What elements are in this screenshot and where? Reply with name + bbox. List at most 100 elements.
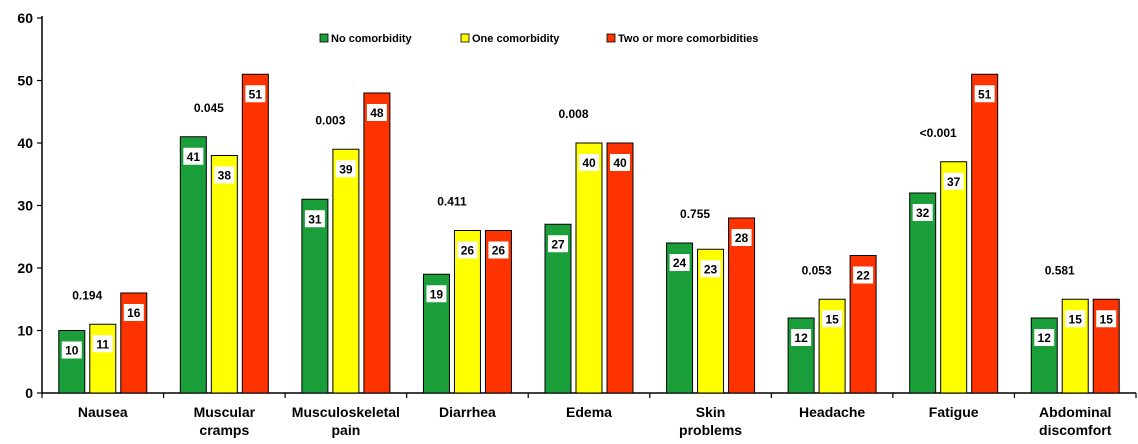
category-label: Nausea xyxy=(78,404,128,420)
legend: No comorbidity One comorbidity Two or more… xyxy=(319,33,758,45)
bar xyxy=(179,136,207,394)
category-label: Musculoskeletal xyxy=(292,404,400,420)
p-value-label: 0.045 xyxy=(194,101,224,115)
data-label-box xyxy=(366,104,387,121)
p-value-label: 0.194 xyxy=(72,288,102,302)
p-value-label: 0.053 xyxy=(802,263,832,277)
legend-swatch xyxy=(460,33,470,43)
y-tick-label: 40 xyxy=(17,135,33,151)
category-label: Headache xyxy=(799,404,865,420)
data-label: 40 xyxy=(582,156,596,170)
bar xyxy=(89,323,117,394)
data-label-box xyxy=(912,204,933,221)
data-label-box xyxy=(245,85,266,103)
p-value-label: 0.755 xyxy=(680,207,710,221)
data-label-box xyxy=(1065,310,1086,328)
p-value-label: 0.581 xyxy=(1045,263,1075,277)
data-label-box xyxy=(731,229,752,246)
data-label-box xyxy=(123,304,144,321)
data-label-box xyxy=(974,85,995,103)
data-label-box xyxy=(853,266,874,284)
y-tick-label: 10 xyxy=(17,323,33,339)
category-label: problems xyxy=(679,422,742,438)
data-label: 24 xyxy=(673,256,687,270)
data-label-box xyxy=(335,160,356,178)
data-label-box xyxy=(579,154,599,171)
category-label: Diarrhea xyxy=(439,404,496,420)
bar xyxy=(58,330,86,394)
data-label: 12 xyxy=(1038,331,1052,345)
data-label-box xyxy=(183,147,204,165)
data-label: 38 xyxy=(218,169,232,183)
y-tick-label: 50 xyxy=(17,73,33,89)
data-label: 26 xyxy=(492,244,506,258)
legend-label: Two or more comorbidities xyxy=(618,33,758,45)
y-tick-label: 0 xyxy=(25,385,33,401)
data-label: 15 xyxy=(1069,312,1083,326)
data-label: 28 xyxy=(735,231,749,245)
bar xyxy=(728,217,756,394)
data-label: 51 xyxy=(249,87,263,101)
legend-label: One comorbidity xyxy=(472,33,560,45)
bars: 10 11 16 0.194 41 38 51 0.045 31 39 48 0.003 19 26 26 0… xyxy=(58,73,1120,394)
data-label-box xyxy=(214,166,235,184)
data-label-box xyxy=(1034,329,1055,346)
data-label: 39 xyxy=(339,162,353,176)
data-label-box xyxy=(669,254,690,271)
data-label-box xyxy=(488,241,509,259)
data-label-box xyxy=(61,341,82,359)
data-label: 15 xyxy=(1100,312,1114,326)
data-label-box xyxy=(548,235,568,253)
bar xyxy=(544,223,572,394)
data-label-box xyxy=(304,210,325,228)
data-label-box xyxy=(457,241,478,259)
category-label: pain xyxy=(331,422,360,438)
y-tick-label: 30 xyxy=(17,198,33,214)
y-tick-label: 60 xyxy=(17,10,33,26)
data-label: 19 xyxy=(430,287,444,301)
data-label: 16 xyxy=(127,306,141,320)
data-label: 41 xyxy=(187,150,201,164)
bar xyxy=(241,73,269,394)
data-label: 48 xyxy=(370,106,384,120)
bar xyxy=(332,148,360,394)
data-label: 40 xyxy=(613,156,627,170)
p-value-label: 0.411 xyxy=(437,195,467,209)
legend-label: No comorbidity xyxy=(331,33,413,45)
bar xyxy=(363,92,391,394)
bar xyxy=(210,155,238,394)
bar xyxy=(575,142,603,394)
category-label: Edema xyxy=(566,404,612,420)
legend-swatch xyxy=(606,33,616,43)
p-value-label: 0.008 xyxy=(558,107,588,121)
category-label: discomfort xyxy=(1039,422,1112,438)
data-label-box xyxy=(426,285,447,303)
data-label: 15 xyxy=(825,312,839,326)
data-label: 32 xyxy=(916,206,930,220)
data-label: 11 xyxy=(96,337,109,351)
category-label: Abdominal xyxy=(1039,404,1111,420)
data-label: 37 xyxy=(947,175,961,189)
data-label: 51 xyxy=(978,87,992,101)
category-label: Fatigue xyxy=(929,404,979,420)
p-value-label: 0.003 xyxy=(315,113,345,127)
data-label: 10 xyxy=(65,344,79,358)
data-label: 31 xyxy=(308,212,322,226)
bar xyxy=(971,73,999,394)
data-label: 26 xyxy=(461,244,475,258)
legend-swatch xyxy=(319,33,329,43)
data-label-box xyxy=(610,154,630,171)
category-label: Skin xyxy=(696,404,726,420)
data-label-box xyxy=(822,310,843,328)
axes: 0 10 20 30 40 50 60 Nausea Muscular cramps Musculo… xyxy=(17,10,1137,438)
data-label-box xyxy=(943,172,964,190)
data-label-box xyxy=(700,260,721,278)
data-label: 12 xyxy=(794,331,808,345)
data-label: 22 xyxy=(856,269,870,283)
bar xyxy=(606,142,634,394)
category-label: cramps xyxy=(199,422,249,438)
data-label-box xyxy=(1096,310,1117,328)
category-label: Muscular xyxy=(194,404,256,420)
y-tick-label: 20 xyxy=(17,260,33,276)
